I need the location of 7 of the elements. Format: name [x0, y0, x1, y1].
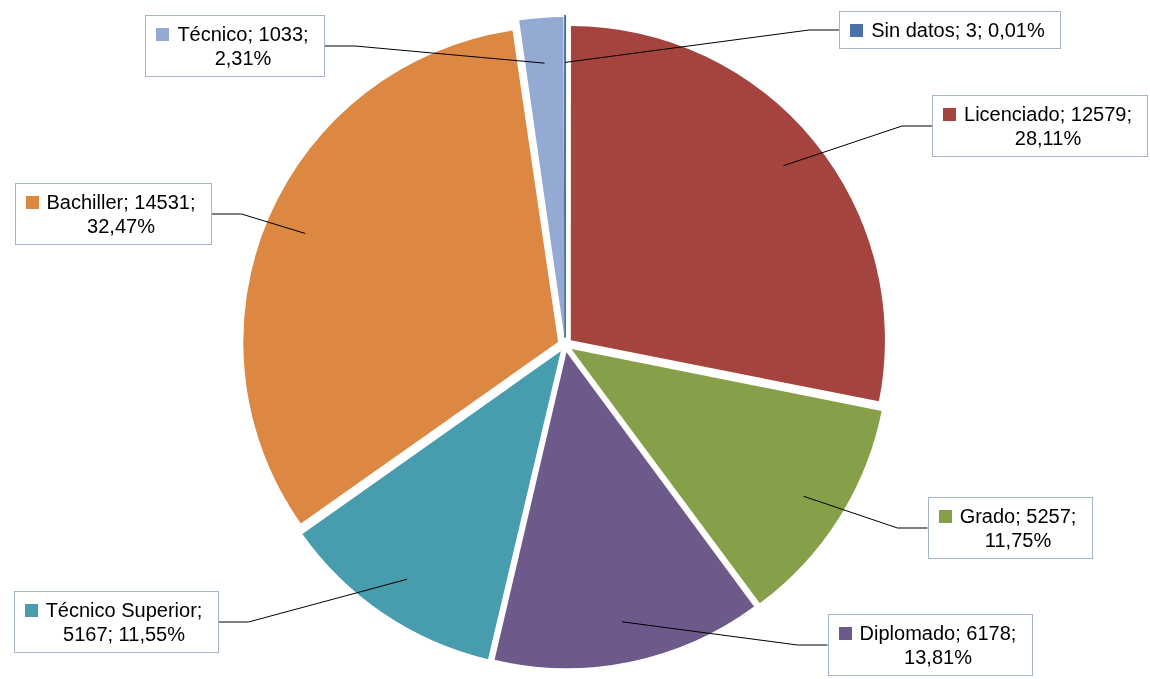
legend-label: Técnico; 1033; 2,31%: [176, 22, 310, 70]
legend-label: Licenciado; 12579; 28,11%: [963, 102, 1133, 150]
legend-label: Técnico Superior; 5167; 11,55%: [44, 598, 204, 646]
legend-label: Grado; 5257; 11,75%: [958, 504, 1078, 552]
legend-label: Diplomado; 6178; 13,81%: [858, 621, 1018, 669]
legend-label: Sin datos; 3; 0,01%: [870, 18, 1046, 42]
legend-label: Bachiller; 14531; 32,47%: [45, 190, 197, 238]
